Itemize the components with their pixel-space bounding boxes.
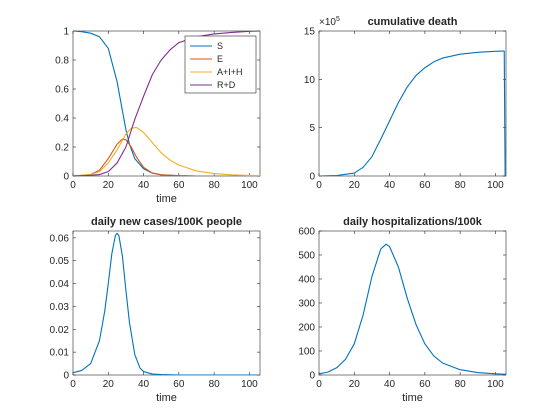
legend-entry-label: S xyxy=(217,41,223,51)
y-tick-label: 0 xyxy=(309,172,315,183)
y-tick-label: 400 xyxy=(298,275,315,286)
y-tick-label: 0.06 xyxy=(50,233,70,244)
x-tick-label: 0 xyxy=(316,379,322,390)
x-tick-label: 40 xyxy=(138,379,150,390)
series-line-a-i-h xyxy=(73,126,260,176)
y-tick-label: 5 xyxy=(309,123,315,134)
series-group xyxy=(73,31,260,176)
x-tick-label: 40 xyxy=(384,180,396,191)
y-tick-label: 10 xyxy=(304,75,316,86)
y-tick-label: 1 xyxy=(63,27,69,38)
series-line-e xyxy=(73,138,260,176)
y-tick-label: 100 xyxy=(298,347,315,358)
x-tick-label: 20 xyxy=(349,379,361,390)
x-tick-label: 0 xyxy=(70,180,76,191)
series-group xyxy=(319,50,506,176)
legend-entry-label: E xyxy=(217,54,223,64)
x-tick-label: 80 xyxy=(209,379,221,390)
y-tick-label: 0 xyxy=(63,371,69,382)
x-axis-label: time xyxy=(402,392,423,404)
x-tick-label: 100 xyxy=(241,180,258,191)
y-tick-label: 0.05 xyxy=(50,256,70,267)
series-line-0 xyxy=(73,232,260,375)
axes-box xyxy=(318,230,507,376)
y-tick-label: 0.01 xyxy=(50,348,70,359)
panels: 0 20 40 60 80 10000.20.40.60.81timeSEA+I+HR+D… xyxy=(50,16,507,404)
y-tick-label: 0 xyxy=(309,371,315,382)
y-tick-label: 15 xyxy=(304,27,316,38)
x-tick-label: 100 xyxy=(241,379,258,390)
x-tick-label: 20 xyxy=(103,180,115,191)
x-tick-label: 60 xyxy=(173,180,185,191)
x-tick-label: 60 xyxy=(173,379,185,390)
y-tick-label: 200 xyxy=(298,323,315,334)
chart-title: daily hospitalizations/100k xyxy=(343,216,483,228)
x-tick-label: 40 xyxy=(138,180,150,191)
x-tick-label: 40 xyxy=(384,379,396,390)
series-line-r-d xyxy=(73,31,260,176)
y-tick-label: 0.8 xyxy=(55,56,69,67)
legend-entry-label: A+I+H xyxy=(217,67,243,77)
chart-panel-b: 0 20 40 60 80 100 0 5 10 15×105 cumulative death xyxy=(304,16,507,191)
x-tick-label: 80 xyxy=(455,180,467,191)
series-line-0 xyxy=(319,50,506,176)
series-group xyxy=(73,232,260,375)
y-tick-label: 0.03 xyxy=(50,302,70,313)
y-tick-label: 0.4 xyxy=(55,114,69,125)
x-tick-label: 20 xyxy=(349,180,361,191)
x-axis-label: time xyxy=(156,392,177,404)
x-axis-label: time xyxy=(156,193,177,205)
y-tick-label: 500 xyxy=(298,251,315,262)
x-tick-label: 60 xyxy=(419,379,431,390)
axes-box xyxy=(318,30,507,177)
y-exponent-label: ×105 xyxy=(319,16,340,28)
y-tick-label: 0 xyxy=(63,172,69,183)
chart-panel-d: 0 20 40 60 80 100 0 100 200 300 400 500 600 daily hos… xyxy=(298,216,507,404)
x-tick-label: 80 xyxy=(209,180,221,191)
series-line-0 xyxy=(319,243,506,375)
chart-title: daily new cases/100K people xyxy=(91,216,242,228)
chart-title: cumulative death xyxy=(368,16,458,28)
x-tick-label: 100 xyxy=(487,379,504,390)
y-exponent-power: 5 xyxy=(336,16,340,23)
series-group xyxy=(319,243,506,375)
legend-entry-label: R+D xyxy=(217,80,236,90)
chart-panel-c: 0 20 40 60 80 100 0 0.01 0.02 0.03 0.04 0.05 0.06 dai… xyxy=(50,216,261,404)
y-tick-label: 0.04 xyxy=(50,279,70,290)
y-tick-label: 0.02 xyxy=(50,325,70,336)
x-tick-label: 0 xyxy=(316,180,322,191)
x-tick-label: 100 xyxy=(487,180,504,191)
x-tick-label: 0 xyxy=(70,379,76,390)
y-tick-label: 0.6 xyxy=(55,85,69,96)
x-tick-label: 80 xyxy=(455,379,467,390)
axes-box xyxy=(72,230,261,376)
x-tick-label: 20 xyxy=(103,379,115,390)
y-tick-label: 600 xyxy=(298,227,315,238)
y-tick-label: 0.2 xyxy=(55,143,69,154)
chart-panel-a: 0 20 40 60 80 100 0 0.2 0.4 0.6 0.8 1 time SE A+I+H R+D xyxy=(55,27,261,205)
legend: SE A+I+H R+D xyxy=(184,35,257,94)
y-tick-label: 300 xyxy=(298,299,315,310)
x-tick-label: 60 xyxy=(419,180,431,191)
